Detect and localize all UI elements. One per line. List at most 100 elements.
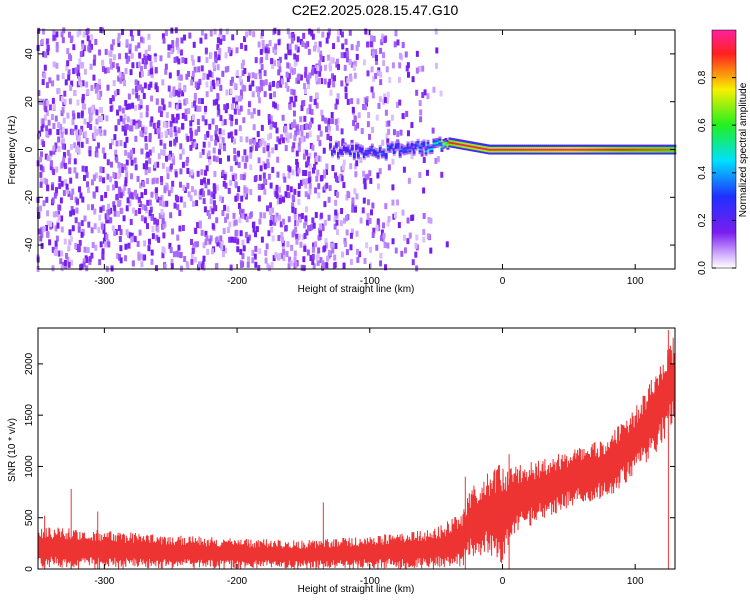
noise-cell [163, 121, 167, 128]
signal-cell [665, 152, 669, 155]
noise-cell [200, 29, 204, 36]
noise-cell [415, 50, 419, 57]
noise-cell [176, 43, 180, 50]
signal-cell [420, 146, 424, 149]
colorbar-label: Normalized spectral amplitude [738, 82, 749, 217]
noise-cell [130, 52, 134, 59]
noise-cell [311, 167, 315, 174]
noise-cell [244, 231, 248, 238]
noise-cell [102, 227, 106, 234]
signal-cell [522, 150, 526, 153]
noise-cell [191, 102, 195, 109]
noise-cell [121, 73, 125, 80]
noise-cell [77, 135, 81, 142]
noise-cell [117, 210, 121, 217]
noise-cell [380, 229, 384, 236]
noise-cell [94, 244, 98, 251]
signal-cell [438, 136, 442, 139]
noise-cell [202, 177, 206, 184]
signal-cell [565, 152, 569, 155]
noise-cell [287, 192, 291, 199]
signal-cell [545, 152, 549, 155]
noise-cell [307, 193, 311, 200]
signal-cell [446, 145, 450, 148]
signal-cell [338, 150, 342, 153]
noise-cell [130, 236, 134, 243]
noise-cell [271, 147, 275, 154]
noise-cell [183, 99, 187, 106]
noise-cell [271, 62, 275, 69]
signal-cell [520, 144, 524, 147]
noise-cell [217, 54, 221, 61]
signal-cell [613, 144, 617, 147]
noise-cell [393, 41, 397, 48]
noise-cell [169, 131, 173, 138]
noise-cell [308, 131, 312, 138]
noise-cell [297, 199, 301, 206]
noise-cell [135, 92, 139, 99]
signal-cell [492, 150, 496, 153]
signal-cell [510, 144, 514, 147]
noise-cell [236, 246, 240, 253]
noise-cell [118, 165, 122, 172]
noise-cell [60, 96, 64, 103]
signal-cell [617, 146, 621, 149]
noise-cell [429, 217, 433, 224]
noise-cell [148, 133, 152, 140]
signal-cell [460, 147, 464, 150]
noise-cell [372, 35, 376, 42]
noise-cell [58, 176, 62, 183]
noise-cell [291, 231, 295, 238]
noise-cell [171, 40, 175, 47]
signal-cell [516, 148, 520, 151]
noise-cell [115, 156, 119, 163]
noise-cell [354, 124, 358, 131]
noise-cell [128, 103, 132, 110]
noise-cell [48, 155, 52, 162]
noise-cell [224, 216, 228, 223]
noise-cell [51, 265, 55, 272]
noise-cell [73, 167, 77, 174]
noise-cell [119, 245, 123, 252]
noise-cell [242, 117, 246, 124]
noise-cell [305, 123, 309, 130]
noise-cell [351, 206, 355, 213]
noise-cell [420, 150, 424, 157]
noise-cell [90, 227, 94, 234]
signal-cell [512, 152, 516, 155]
noise-cell [109, 161, 113, 168]
signal-cell [530, 146, 534, 149]
colorbar-tick-label: 0.2 [697, 213, 708, 227]
noise-cell [72, 113, 76, 120]
signal-cell [595, 148, 599, 151]
signal-cell [627, 152, 631, 155]
noise-cell [246, 75, 250, 82]
signal-cell [354, 142, 358, 145]
noise-cell [243, 186, 247, 193]
noise-cell [258, 183, 262, 190]
noise-cell [60, 180, 64, 187]
noise-cell [315, 68, 319, 75]
noise-cell [166, 173, 170, 180]
signal-cell [474, 142, 478, 145]
noise-cell [167, 154, 171, 161]
signal-cell [408, 146, 412, 149]
noise-cell [100, 223, 104, 230]
signal-cell [565, 144, 569, 147]
noise-cell [222, 180, 226, 187]
noise-cell [338, 29, 342, 36]
noise-cell [309, 142, 313, 149]
noise-cell [342, 159, 346, 166]
noise-cell [381, 139, 385, 146]
signal-cell [533, 146, 537, 149]
noise-cell [118, 199, 122, 206]
noise-cell [294, 220, 298, 227]
signal-cell [601, 152, 605, 155]
signal-cell [360, 153, 364, 156]
noise-cell [344, 215, 348, 222]
noise-cell [204, 239, 208, 246]
noise-cell [118, 105, 122, 112]
noise-cell [95, 129, 99, 136]
noise-cell [355, 248, 359, 255]
